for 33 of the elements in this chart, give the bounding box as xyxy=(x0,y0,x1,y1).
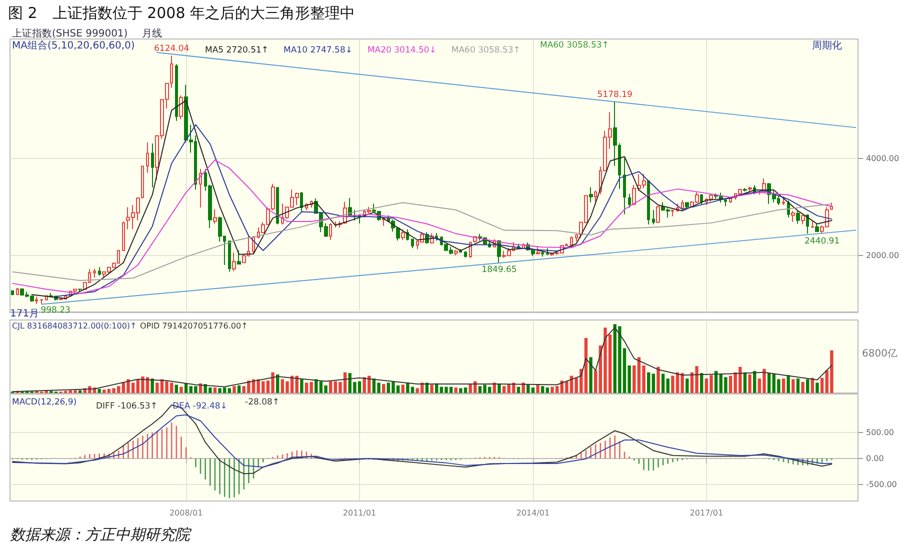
text: 6800亿 xyxy=(862,348,898,360)
x-tick-label: 2008/01 xyxy=(169,508,203,518)
chart-title: 图 2 上证指数位于 2008 年之后的大三角形整理中 xyxy=(8,4,356,23)
annotation: 998.23 xyxy=(40,305,70,316)
annotation: -28.08↑ xyxy=(245,398,280,408)
annotation: 周期化 xyxy=(812,40,842,52)
y-tick-label: 500.00 xyxy=(866,428,894,437)
text: MA60 3058.53↑ xyxy=(451,46,520,56)
text: MA20 3014.50↓ xyxy=(367,46,436,56)
source-note: 数据来源：方正中期研究院 xyxy=(10,526,192,544)
annotation: 171月 xyxy=(10,308,40,320)
y-tick-label: 2000.00 xyxy=(866,250,900,260)
text: MA5 2720.51↑ xyxy=(205,46,269,56)
annotation: OPID 7914207051776.00↑ xyxy=(140,322,248,330)
x-tick-label: 2017/01 xyxy=(690,508,724,518)
annotation: MA组合(5,10,20,60,60,0) xyxy=(12,40,135,52)
y-tick-label: -500.00 xyxy=(866,480,897,490)
text: MA10 2747.58↓ xyxy=(284,46,352,56)
annotation: CJL 831684083712.00(0:100)↑ xyxy=(12,322,137,330)
annotation: MACD(12,26,9) xyxy=(12,398,77,408)
x-tick-label: 2011/01 xyxy=(342,508,376,518)
y-tick-label: 4000.00 xyxy=(866,154,900,164)
annotation: 6124.04 xyxy=(154,44,190,54)
series-label: DIFF -106.53↑ xyxy=(96,402,158,412)
annotation: 2440.91 xyxy=(804,236,840,247)
annotation: 上证指数(SHSE 999001) xyxy=(12,28,128,40)
series-label: DEA -92.48↓ xyxy=(172,402,228,412)
y-tick-label: 0.00 xyxy=(866,454,884,464)
annotation: 5178.19 xyxy=(597,90,632,100)
annotation: 1849.65 xyxy=(482,265,517,276)
x-tick-label: 2014/01 xyxy=(516,508,550,518)
annotation: 月线 xyxy=(142,28,162,40)
annotation: MA60 3058.53↑ xyxy=(540,40,609,50)
